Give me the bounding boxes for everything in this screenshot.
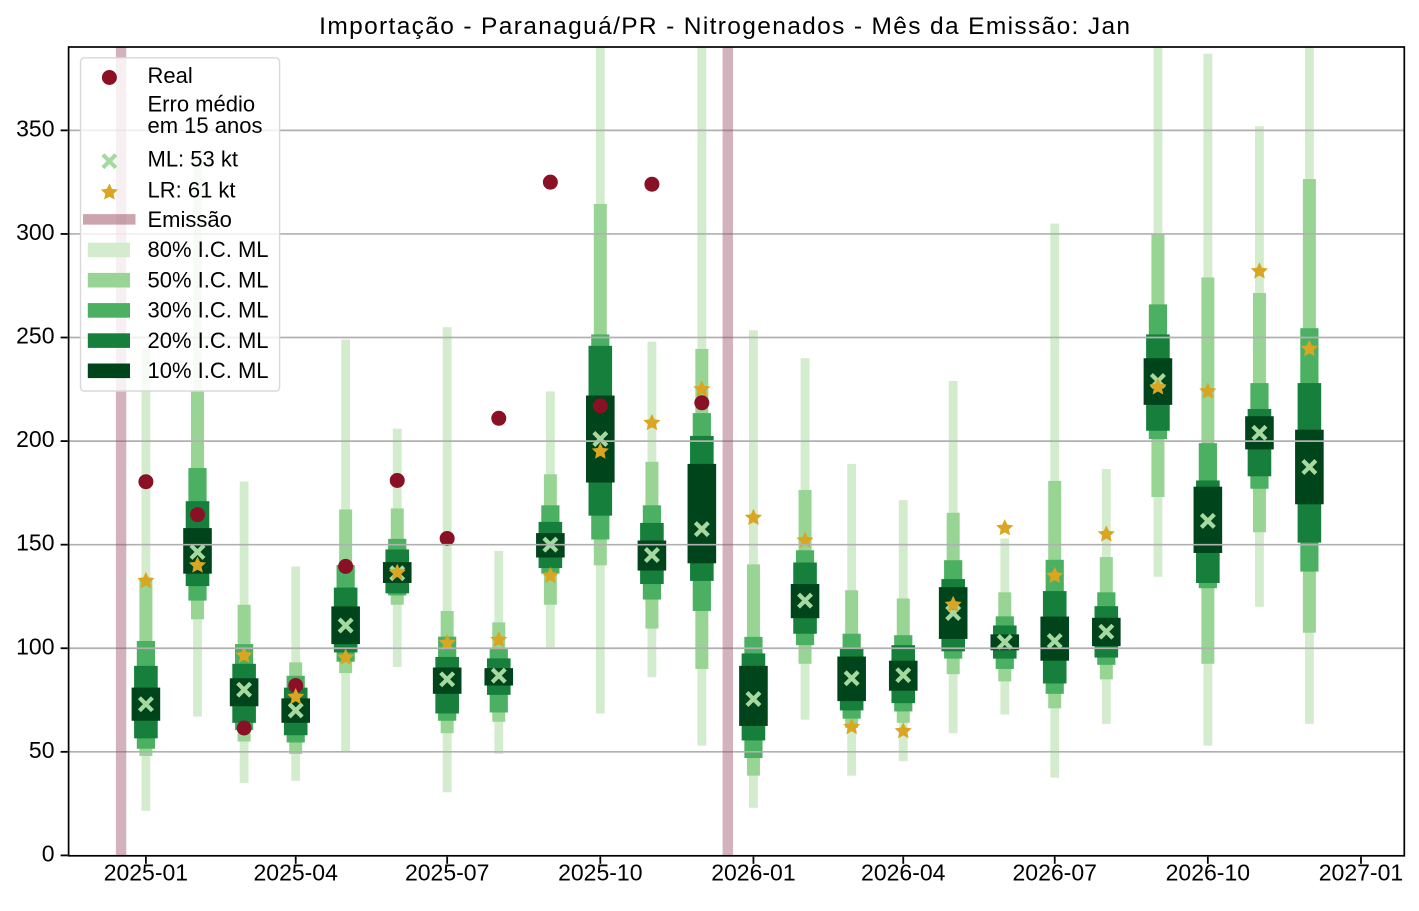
svg-text:250: 250	[16, 323, 54, 349]
svg-text:30% I.C. ML: 30% I.C. ML	[148, 298, 269, 323]
svg-text:em 15 anos: em 15 anos	[148, 113, 263, 138]
svg-text:50: 50	[29, 737, 55, 763]
svg-text:Importação - Paranaguá/PR - Ni: Importação - Paranaguá/PR - Nitrogenados…	[319, 13, 1131, 40]
svg-text:2025-04: 2025-04	[253, 860, 338, 886]
svg-text:200: 200	[16, 426, 54, 452]
svg-text:2026-10: 2026-10	[1166, 860, 1250, 886]
svg-text:Emissão: Emissão	[148, 207, 232, 232]
svg-text:150: 150	[16, 530, 54, 556]
svg-text:350: 350	[16, 115, 54, 141]
svg-text:2027-01: 2027-01	[1319, 860, 1403, 886]
svg-text:20% I.C. ML: 20% I.C. ML	[148, 328, 269, 353]
svg-text:2026-07: 2026-07	[1013, 860, 1097, 886]
svg-text:Erro médio: Erro médio	[148, 92, 256, 117]
svg-text:2026-04: 2026-04	[861, 860, 946, 886]
svg-text:300: 300	[16, 219, 54, 245]
svg-text:2025-01: 2025-01	[104, 860, 188, 886]
svg-text:100: 100	[16, 633, 54, 659]
svg-text:80% I.C. ML: 80% I.C. ML	[148, 237, 269, 262]
svg-text:2025-10: 2025-10	[558, 860, 642, 886]
svg-text:10% I.C. ML: 10% I.C. ML	[148, 358, 269, 383]
svg-text:ML: 53 kt: ML: 53 kt	[148, 146, 238, 171]
svg-text:2026-01: 2026-01	[711, 860, 795, 886]
svg-text:Real: Real	[148, 63, 193, 88]
svg-text:0: 0	[42, 840, 55, 866]
svg-text:2025-07: 2025-07	[405, 860, 489, 886]
svg-text:LR: 61 kt: LR: 61 kt	[148, 177, 236, 202]
svg-text:50% I.C. ML: 50% I.C. ML	[148, 267, 269, 292]
